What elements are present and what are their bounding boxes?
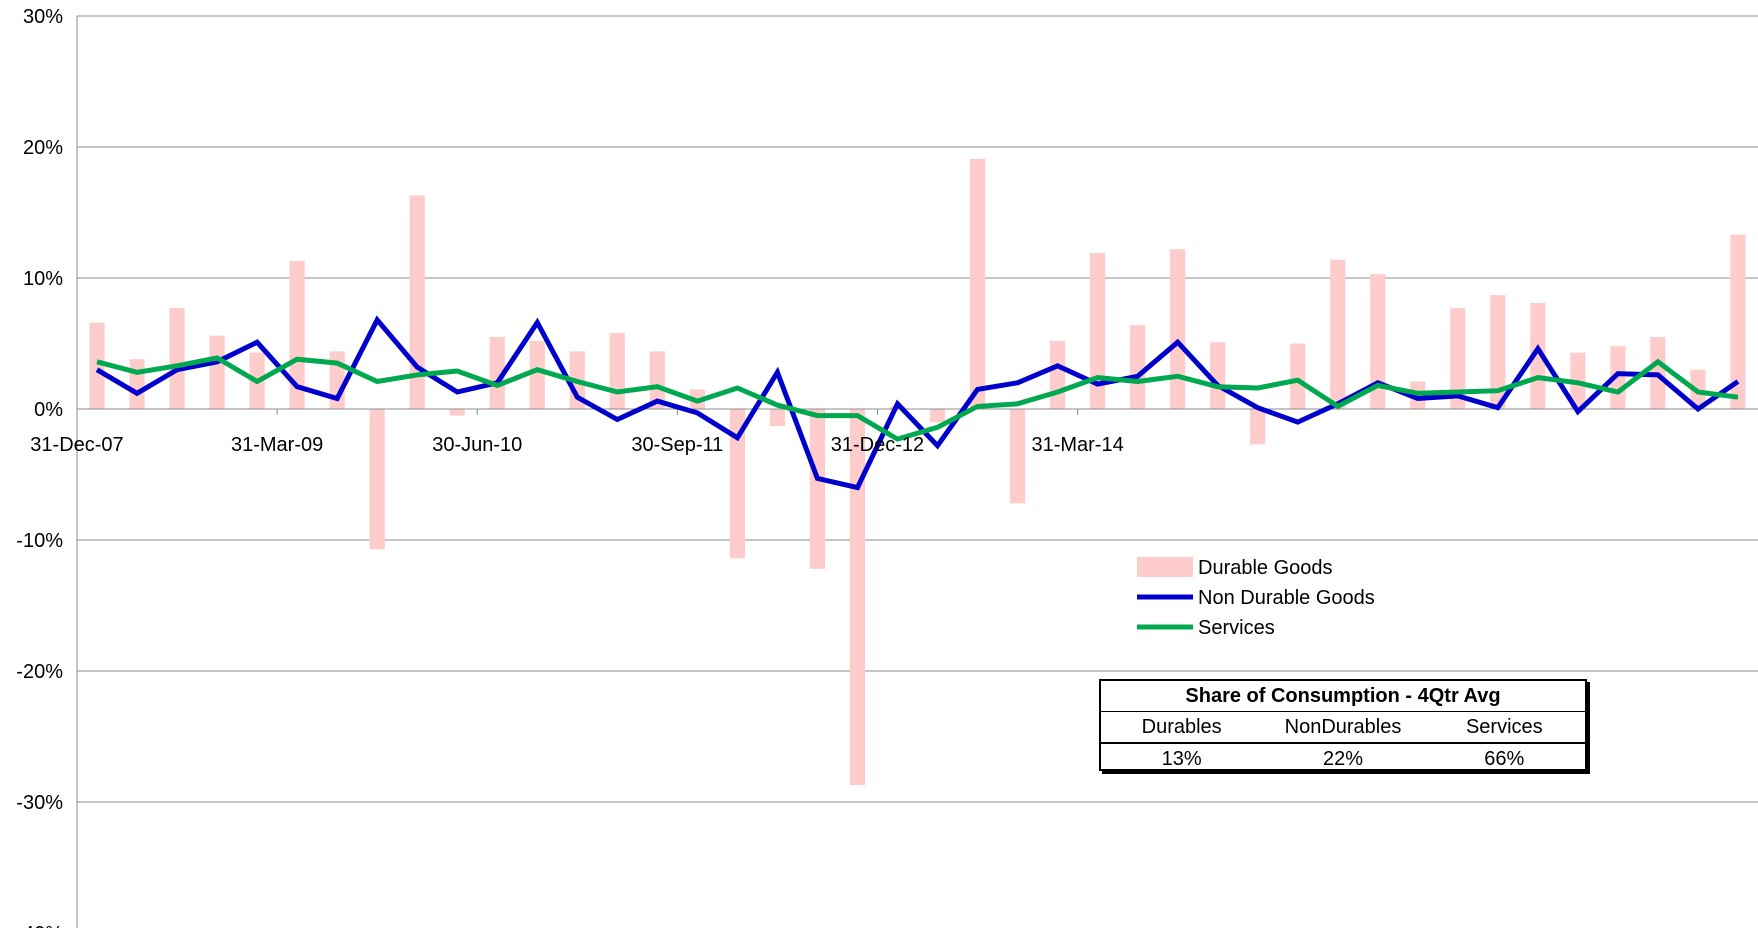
durable-goods-bar (1210, 342, 1226, 409)
x-tick-label: 31-Mar-09 (231, 434, 323, 456)
durable-goods-bar (1730, 234, 1746, 409)
durable-goods-bar (969, 158, 986, 409)
share-table-value-durables: 13% (1161, 748, 1202, 770)
durable-goods-bar (849, 409, 866, 785)
durable-goods-bar (1490, 295, 1506, 409)
durable-goods-bar (1250, 409, 1266, 445)
y-tick-label: -20% (16, 661, 63, 683)
x-tick-label: 31-Mar-14 (1031, 434, 1123, 456)
grid-lines (77, 15, 1758, 803)
durable-goods-bar (1330, 259, 1346, 409)
share-table-header-row: Durables NonDurables Services (1101, 712, 1585, 744)
durable-goods-bar (169, 308, 185, 409)
legend-label: Durable Goods (1198, 557, 1333, 579)
share-table-value-services: 66% (1484, 748, 1525, 770)
share-table-header-durables: Durables (1141, 716, 1222, 738)
durable-goods-bar (89, 322, 105, 409)
non-durable-goods-line (95, 315, 1740, 491)
durable-goods-bar (449, 409, 465, 416)
y-tick-label: 0% (34, 399, 63, 421)
durable-goods-bar (489, 336, 505, 409)
legend-swatch-durable-goods (1137, 557, 1193, 577)
y-tick-labels: 30% 20% 10% 0% -10% -20% -30% -40% (16, 6, 63, 928)
axes (76, 16, 1758, 928)
durable-goods-bar (1290, 343, 1306, 409)
durable-goods-bar (729, 409, 745, 559)
y-tick-label: -40% (16, 923, 63, 928)
durable-goods-bar (609, 333, 625, 409)
durable-goods-bar (409, 195, 425, 409)
share-table-value-row: 13% 22% 66% (1101, 744, 1585, 774)
durable-goods-bar (529, 340, 545, 409)
durable-goods-bar (1009, 409, 1026, 504)
y-tick-label: -10% (16, 530, 63, 552)
x-tick-label: 31-Dec-07 (30, 434, 123, 456)
x-tick-label: 31-Dec-12 (831, 434, 924, 456)
durable-goods-bar (1450, 308, 1466, 409)
share-table-header-services: Services (1465, 716, 1543, 738)
y-tick-label: -30% (16, 792, 63, 814)
durable-goods-bar (769, 409, 786, 427)
durable-goods-bars (89, 158, 1746, 785)
durable-goods-bar (369, 409, 385, 550)
y-tick-label: 30% (23, 6, 63, 28)
share-table-title: Share of Consumption - 4Qtr Avg (1101, 681, 1585, 712)
x-tick-labels: 31-Dec-07 31-Mar-09 30-Jun-10 30-Sep-11 31-D… (30, 434, 1123, 456)
legend-label: Services (1198, 617, 1275, 639)
legend: Durable Goods Non Durable Goods Services (1137, 557, 1375, 639)
series-lines (95, 315, 1740, 491)
durable-goods-bar (289, 260, 305, 409)
x-tick-label: 30-Sep-11 (631, 434, 723, 456)
durable-goods-bar (809, 409, 826, 569)
durable-goods-bar (1049, 340, 1066, 409)
durable-goods-bar (1090, 253, 1106, 409)
x-tick-label: 30-Jun-10 (432, 434, 522, 456)
durable-goods-bar (129, 359, 145, 409)
durable-goods-bar (649, 351, 665, 409)
durable-goods-bar (1170, 249, 1186, 409)
durable-goods-bar (1370, 274, 1386, 409)
legend-label: Non Durable Goods (1198, 587, 1375, 609)
durable-goods-bar (209, 335, 225, 409)
y-tick-label: 20% (23, 137, 63, 159)
share-of-consumption-table: Share of Consumption - 4Qtr Avg Durables… (1099, 679, 1587, 771)
y-tick-label: 10% (23, 268, 63, 290)
durable-goods-bar (1530, 302, 1546, 409)
share-table-value-nondurables: 22% (1322, 748, 1363, 770)
durable-goods-bar (929, 409, 946, 423)
services-line (96, 355, 1739, 442)
durable-goods-bar (1130, 325, 1146, 409)
share-table-header-nondurables: NonDurables (1284, 716, 1402, 738)
